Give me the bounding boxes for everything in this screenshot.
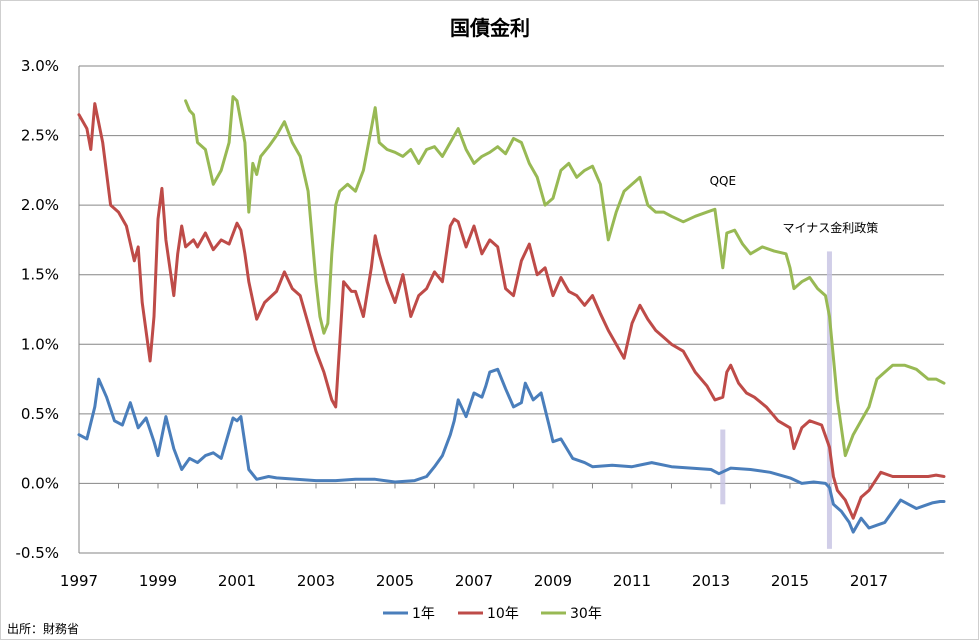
legend-label: 1年 [412, 606, 435, 622]
x-tick-label: 2005 [376, 572, 414, 590]
x-tick-label: 1997 [60, 572, 98, 590]
chart-title: 国債金利 [450, 16, 530, 40]
legend-label: 10年 [487, 606, 519, 622]
x-tick-label: 2007 [455, 572, 493, 590]
y-tick-label: 0.0% [21, 474, 59, 492]
event-bands [720, 251, 832, 548]
x-tick-label: 1999 [139, 572, 177, 590]
y-tick-label: 0.5% [21, 405, 59, 423]
axes: 1997 1999 2001 2003 2005 2007 2009 2011 2013 2015… [60, 66, 909, 590]
annotation-label: QQE [710, 174, 736, 188]
x-tick-label: 2011 [613, 572, 651, 590]
series-line [79, 369, 944, 532]
event-band [827, 251, 832, 548]
event-band [720, 430, 725, 505]
y-tick-label: 3.0% [21, 57, 59, 75]
x-tick-label: 2001 [218, 572, 256, 590]
legend: 1年 10年 30年 [383, 606, 602, 622]
x-tick-label: 2003 [297, 572, 335, 590]
y-tick-label: 2.5% [21, 127, 59, 145]
x-tick-label: 2013 [692, 572, 730, 590]
y-tick-label: 1.0% [21, 335, 59, 353]
source-note: 出所：財務省 [7, 621, 79, 636]
series-lines [79, 97, 944, 532]
annotations: QQE マイナス金利政策 [710, 174, 879, 235]
legend-label: 30年 [570, 606, 602, 622]
annotation-label: マイナス金利政策 [782, 220, 878, 235]
y-tick-label: -0.5% [15, 544, 59, 562]
x-tick-label: 2015 [771, 572, 809, 590]
x-tick-label: 2009 [534, 572, 572, 590]
x-tick-label: 2017 [850, 572, 888, 590]
y-tick-label: 2.0% [21, 196, 59, 214]
y-tick-label: 1.5% [21, 266, 59, 284]
